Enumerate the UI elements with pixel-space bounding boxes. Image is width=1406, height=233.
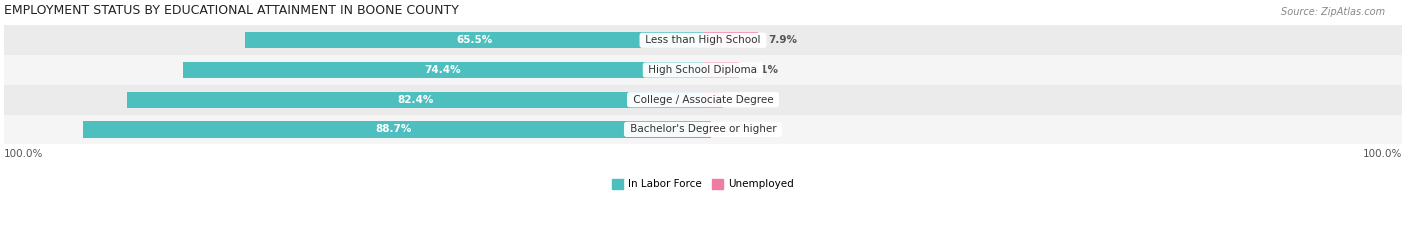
Text: Source: ZipAtlas.com: Source: ZipAtlas.com [1281, 7, 1385, 17]
Text: 74.4%: 74.4% [425, 65, 461, 75]
Legend: In Labor Force, Unemployed: In Labor Force, Unemployed [613, 179, 793, 189]
Bar [4, 115, 1402, 144]
Text: 1.1%: 1.1% [721, 124, 751, 134]
Text: 65.5%: 65.5% [456, 35, 492, 45]
Text: 7.9%: 7.9% [769, 35, 797, 45]
Bar [127, 92, 703, 108]
Bar [703, 121, 710, 137]
Text: 100.0%: 100.0% [1362, 149, 1402, 159]
Text: 2.9%: 2.9% [734, 95, 762, 105]
Bar [703, 92, 723, 108]
Bar [83, 121, 703, 137]
Text: 82.4%: 82.4% [396, 95, 433, 105]
Bar [4, 25, 1402, 55]
Bar [245, 32, 703, 48]
Bar [4, 85, 1402, 115]
Text: EMPLOYMENT STATUS BY EDUCATIONAL ATTAINMENT IN BOONE COUNTY: EMPLOYMENT STATUS BY EDUCATIONAL ATTAINM… [4, 4, 458, 17]
Bar [4, 55, 1402, 85]
Text: High School Diploma: High School Diploma [645, 65, 761, 75]
Text: Less than High School: Less than High School [643, 35, 763, 45]
Text: 100.0%: 100.0% [4, 149, 44, 159]
Text: College / Associate Degree: College / Associate Degree [630, 95, 776, 105]
Bar [183, 62, 703, 78]
Text: 5.1%: 5.1% [749, 65, 778, 75]
Bar [703, 62, 738, 78]
Text: 88.7%: 88.7% [375, 124, 411, 134]
Bar [703, 32, 758, 48]
Text: Bachelor's Degree or higher: Bachelor's Degree or higher [627, 124, 779, 134]
